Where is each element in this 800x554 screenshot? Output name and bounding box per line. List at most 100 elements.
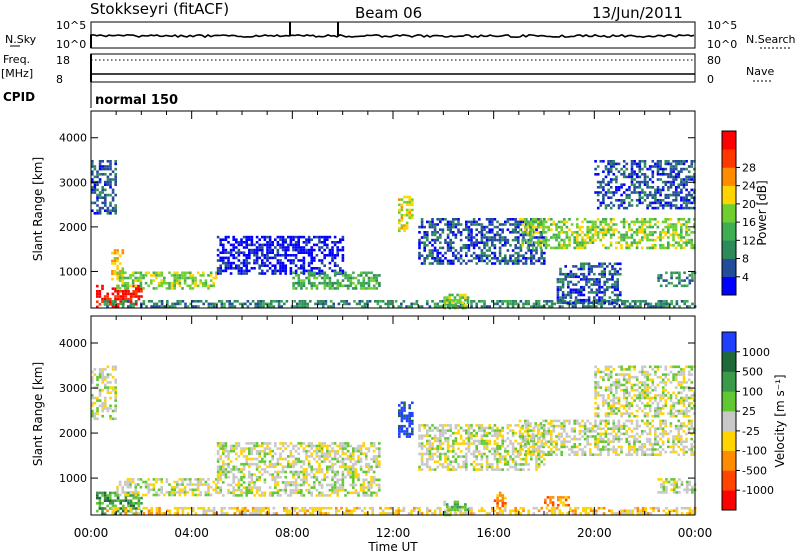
power-cell [555,233,558,237]
velocity-cell [227,452,230,456]
velocity-cell [354,475,358,479]
power-cell [242,241,246,244]
power-cell [352,271,355,275]
power-cell [326,254,329,257]
power-cell [446,259,450,263]
velocity-cell [232,481,235,484]
velocity-cell [114,407,117,410]
power-cell [341,279,345,282]
velocity-cell [232,444,235,448]
power-cell [183,271,187,275]
velocity-cell [258,488,261,492]
velocity-cell [436,439,439,443]
power-cell [615,186,618,189]
velocity-cell [324,512,328,515]
power-cell [189,302,192,306]
power-cell [543,236,546,239]
power-cell [693,173,696,176]
velocity-cell [121,485,124,489]
power-cell [478,257,481,260]
power-cell [310,251,313,254]
power-cell [522,220,525,224]
power-cell [659,233,662,237]
power-cell [522,254,525,257]
power-cell [101,188,104,192]
velocity-cell [496,442,499,445]
power-cell [659,244,662,247]
velocity-cell [485,465,489,469]
power-cell [219,238,222,241]
power-cell [323,264,326,267]
power-cell [599,186,603,189]
power-cell [622,170,626,173]
velocity-cell [216,452,220,456]
velocity-cell [509,512,512,515]
velocity-cell [236,506,239,510]
velocity-cell [475,444,478,448]
power-cell [431,220,434,224]
power-cell [648,223,652,226]
power-cell [452,251,455,255]
power-cell [315,254,319,257]
power-cell [458,298,462,302]
velocity-cell [240,468,243,471]
velocity-cell [101,491,104,495]
power-cell [237,272,241,275]
power-cell [320,281,324,285]
power-cell [302,279,306,282]
power-cell [567,275,570,279]
velocity-cell [250,473,254,476]
power-cell [181,300,185,303]
power-cell [559,272,562,276]
power-cell [101,186,104,189]
velocity-cell [205,509,208,513]
power-cell [574,283,578,286]
power-cell [209,284,213,288]
velocity-region [216,442,381,497]
power-cell [106,300,109,303]
power-cell [565,231,569,234]
power-cell [595,305,598,308]
velocity-cell [250,491,254,495]
power-cell [660,300,663,303]
power-cell [654,218,657,221]
power-cell [675,300,679,303]
power-cell [574,288,578,292]
velocity-cell [470,426,473,430]
power-cell [118,287,122,290]
velocity-cell [116,509,120,513]
power-cell [651,206,655,210]
velocity-cell [292,473,295,476]
power-cell [96,209,99,212]
power-cell [654,238,657,242]
power-cell [454,225,458,229]
velocity-cell [320,452,324,456]
velocity-cell [232,447,235,450]
power-cell [560,231,563,234]
power-cell [98,196,102,199]
velocity-cell [354,460,358,463]
velocity-cell [248,452,251,456]
power-cell [604,206,608,210]
power-cell [521,244,524,247]
power-cell [511,302,515,306]
power-cell [173,302,177,306]
power-cell [170,284,174,288]
power-cell [620,167,623,171]
power-cell [300,271,303,275]
velocity-cell [444,439,447,443]
power-cell [620,193,623,197]
power-cell [682,196,686,199]
power-cell [212,302,216,306]
velocity-cell [281,470,285,474]
velocity-cell [381,512,385,515]
power-cell [517,302,520,306]
velocity-cell [134,509,138,513]
power-cell [475,238,478,242]
power-cell [224,267,228,270]
power-cell [687,165,691,168]
power-cell [445,296,449,299]
power-cell [595,283,599,286]
power-cell [609,236,613,239]
power-cell [609,186,613,189]
